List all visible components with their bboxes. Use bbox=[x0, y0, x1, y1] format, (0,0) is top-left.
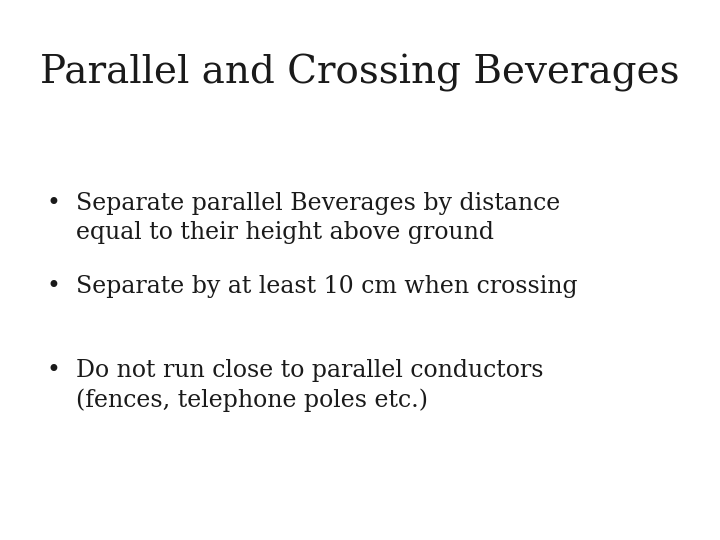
Text: •: • bbox=[47, 275, 60, 299]
Text: •: • bbox=[47, 192, 60, 215]
Text: Separate by at least 10 cm when crossing: Separate by at least 10 cm when crossing bbox=[76, 275, 577, 299]
Text: •: • bbox=[47, 359, 60, 382]
Text: Parallel and Crossing Beverages: Parallel and Crossing Beverages bbox=[40, 54, 679, 92]
Text: Separate parallel Beverages by distance
equal to their height above ground: Separate parallel Beverages by distance … bbox=[76, 192, 560, 244]
Text: Do not run close to parallel conductors
(fences, telephone poles etc.): Do not run close to parallel conductors … bbox=[76, 359, 543, 412]
